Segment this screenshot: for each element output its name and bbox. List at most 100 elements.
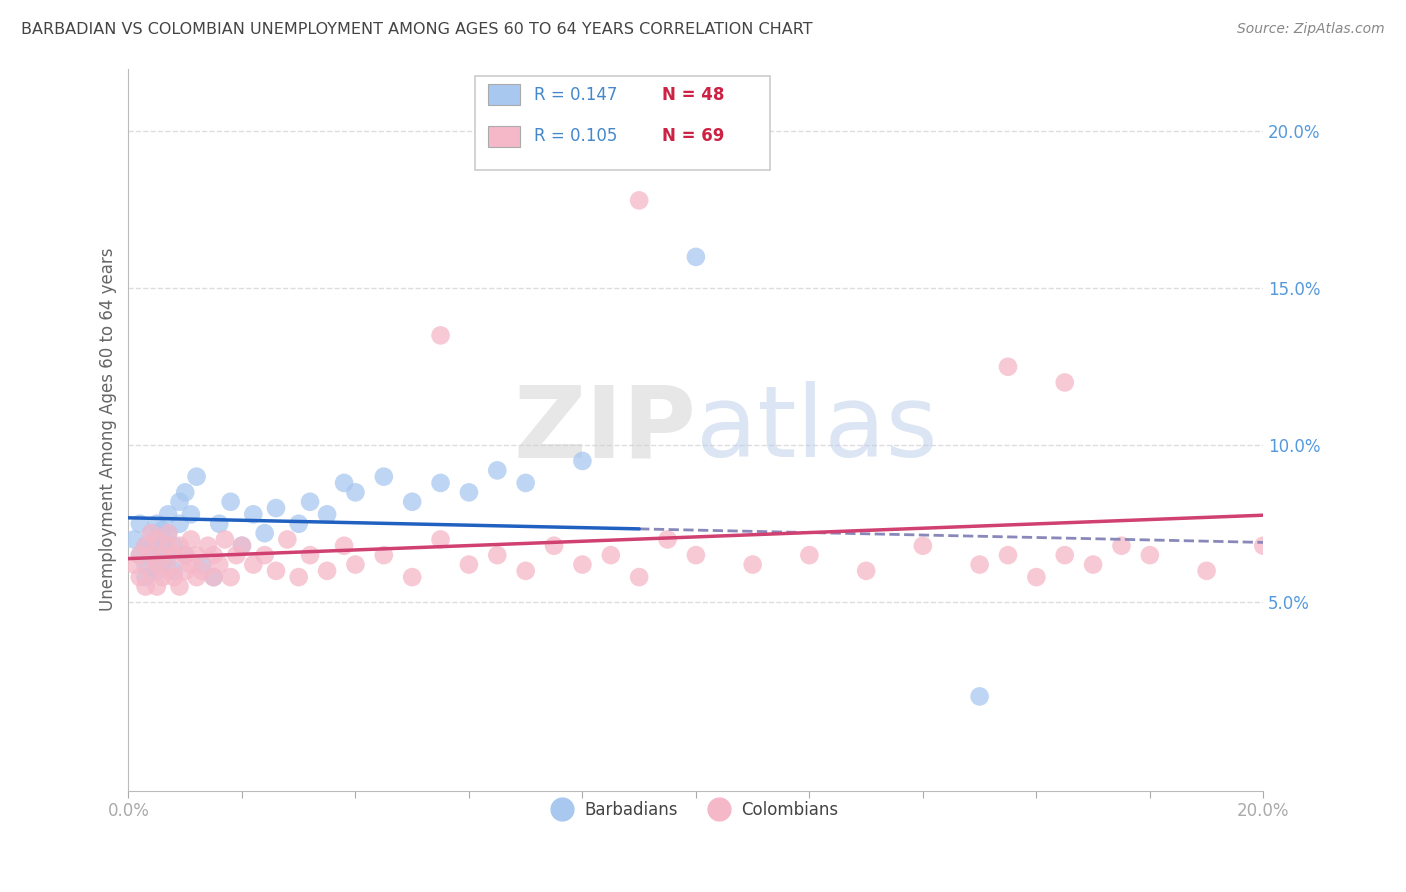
Point	[146, 516, 169, 531]
Point	[571, 454, 593, 468]
Point	[1025, 570, 1047, 584]
Point	[855, 564, 877, 578]
Point	[799, 548, 821, 562]
Point	[141, 564, 163, 578]
Point	[515, 564, 537, 578]
Point	[152, 548, 174, 562]
Point	[969, 558, 991, 572]
Point	[486, 548, 509, 562]
Point	[276, 533, 298, 547]
Point	[242, 508, 264, 522]
Point	[141, 548, 163, 562]
Point	[163, 570, 186, 584]
Point	[152, 554, 174, 568]
Point	[186, 469, 208, 483]
Point	[373, 548, 395, 562]
Point	[152, 539, 174, 553]
Point	[299, 495, 322, 509]
Point	[401, 495, 423, 509]
Point	[169, 580, 191, 594]
Point	[373, 469, 395, 483]
Text: Source: ZipAtlas.com: Source: ZipAtlas.com	[1237, 22, 1385, 37]
Point	[486, 463, 509, 477]
Point	[997, 359, 1019, 374]
Point	[169, 539, 191, 553]
Point	[287, 516, 309, 531]
Text: R = 0.105: R = 0.105	[534, 128, 617, 145]
Text: atlas: atlas	[696, 381, 938, 478]
Point	[134, 539, 156, 553]
Point	[191, 564, 214, 578]
Point	[214, 533, 236, 547]
Point	[599, 548, 621, 562]
Point	[1053, 548, 1076, 562]
Point	[163, 539, 186, 553]
Point	[169, 516, 191, 531]
Point	[685, 250, 707, 264]
Point	[186, 548, 208, 562]
Point	[157, 539, 180, 553]
Point	[225, 548, 247, 562]
Legend: Barbadians, Colombians: Barbadians, Colombians	[547, 794, 845, 826]
Point	[316, 508, 339, 522]
Point	[141, 526, 163, 541]
Point	[969, 690, 991, 704]
Point	[515, 475, 537, 490]
Point	[157, 548, 180, 562]
Point	[202, 570, 225, 584]
Point	[163, 548, 186, 562]
Point	[174, 548, 197, 562]
Point	[174, 548, 197, 562]
FancyBboxPatch shape	[475, 76, 769, 169]
Point	[146, 533, 169, 547]
Text: N = 69: N = 69	[662, 128, 724, 145]
Text: N = 48: N = 48	[662, 86, 724, 103]
Point	[1139, 548, 1161, 562]
Text: ZIP: ZIP	[513, 381, 696, 478]
Point	[219, 495, 242, 509]
Point	[174, 564, 197, 578]
Point	[997, 548, 1019, 562]
Point	[128, 570, 150, 584]
Point	[458, 485, 481, 500]
Point	[208, 516, 231, 531]
Point	[186, 570, 208, 584]
Point	[1195, 564, 1218, 578]
Point	[344, 485, 367, 500]
Point	[134, 580, 156, 594]
Point	[122, 533, 145, 547]
Point	[1253, 539, 1275, 553]
Point	[231, 539, 253, 553]
Point	[1053, 376, 1076, 390]
Point	[169, 495, 191, 509]
Point	[180, 558, 202, 572]
FancyBboxPatch shape	[488, 127, 520, 146]
Text: R = 0.147: R = 0.147	[534, 86, 617, 103]
Point	[128, 516, 150, 531]
Y-axis label: Unemployment Among Ages 60 to 64 years: Unemployment Among Ages 60 to 64 years	[100, 248, 117, 611]
FancyBboxPatch shape	[488, 85, 520, 104]
Point	[163, 564, 186, 578]
Point	[429, 475, 451, 490]
Point	[134, 558, 156, 572]
Point	[122, 558, 145, 572]
Point	[685, 548, 707, 562]
Point	[287, 570, 309, 584]
Point	[253, 526, 276, 541]
Point	[1081, 558, 1104, 572]
Point	[197, 539, 219, 553]
Point	[157, 508, 180, 522]
Point	[628, 194, 651, 208]
Point	[231, 539, 253, 553]
Point	[429, 533, 451, 547]
Point	[1111, 539, 1133, 553]
Point	[128, 548, 150, 562]
Point	[152, 570, 174, 584]
Point	[146, 533, 169, 547]
Point	[911, 539, 934, 553]
Point	[128, 548, 150, 562]
Point	[628, 570, 651, 584]
Point	[543, 539, 565, 553]
Point	[180, 508, 202, 522]
Point	[333, 475, 356, 490]
